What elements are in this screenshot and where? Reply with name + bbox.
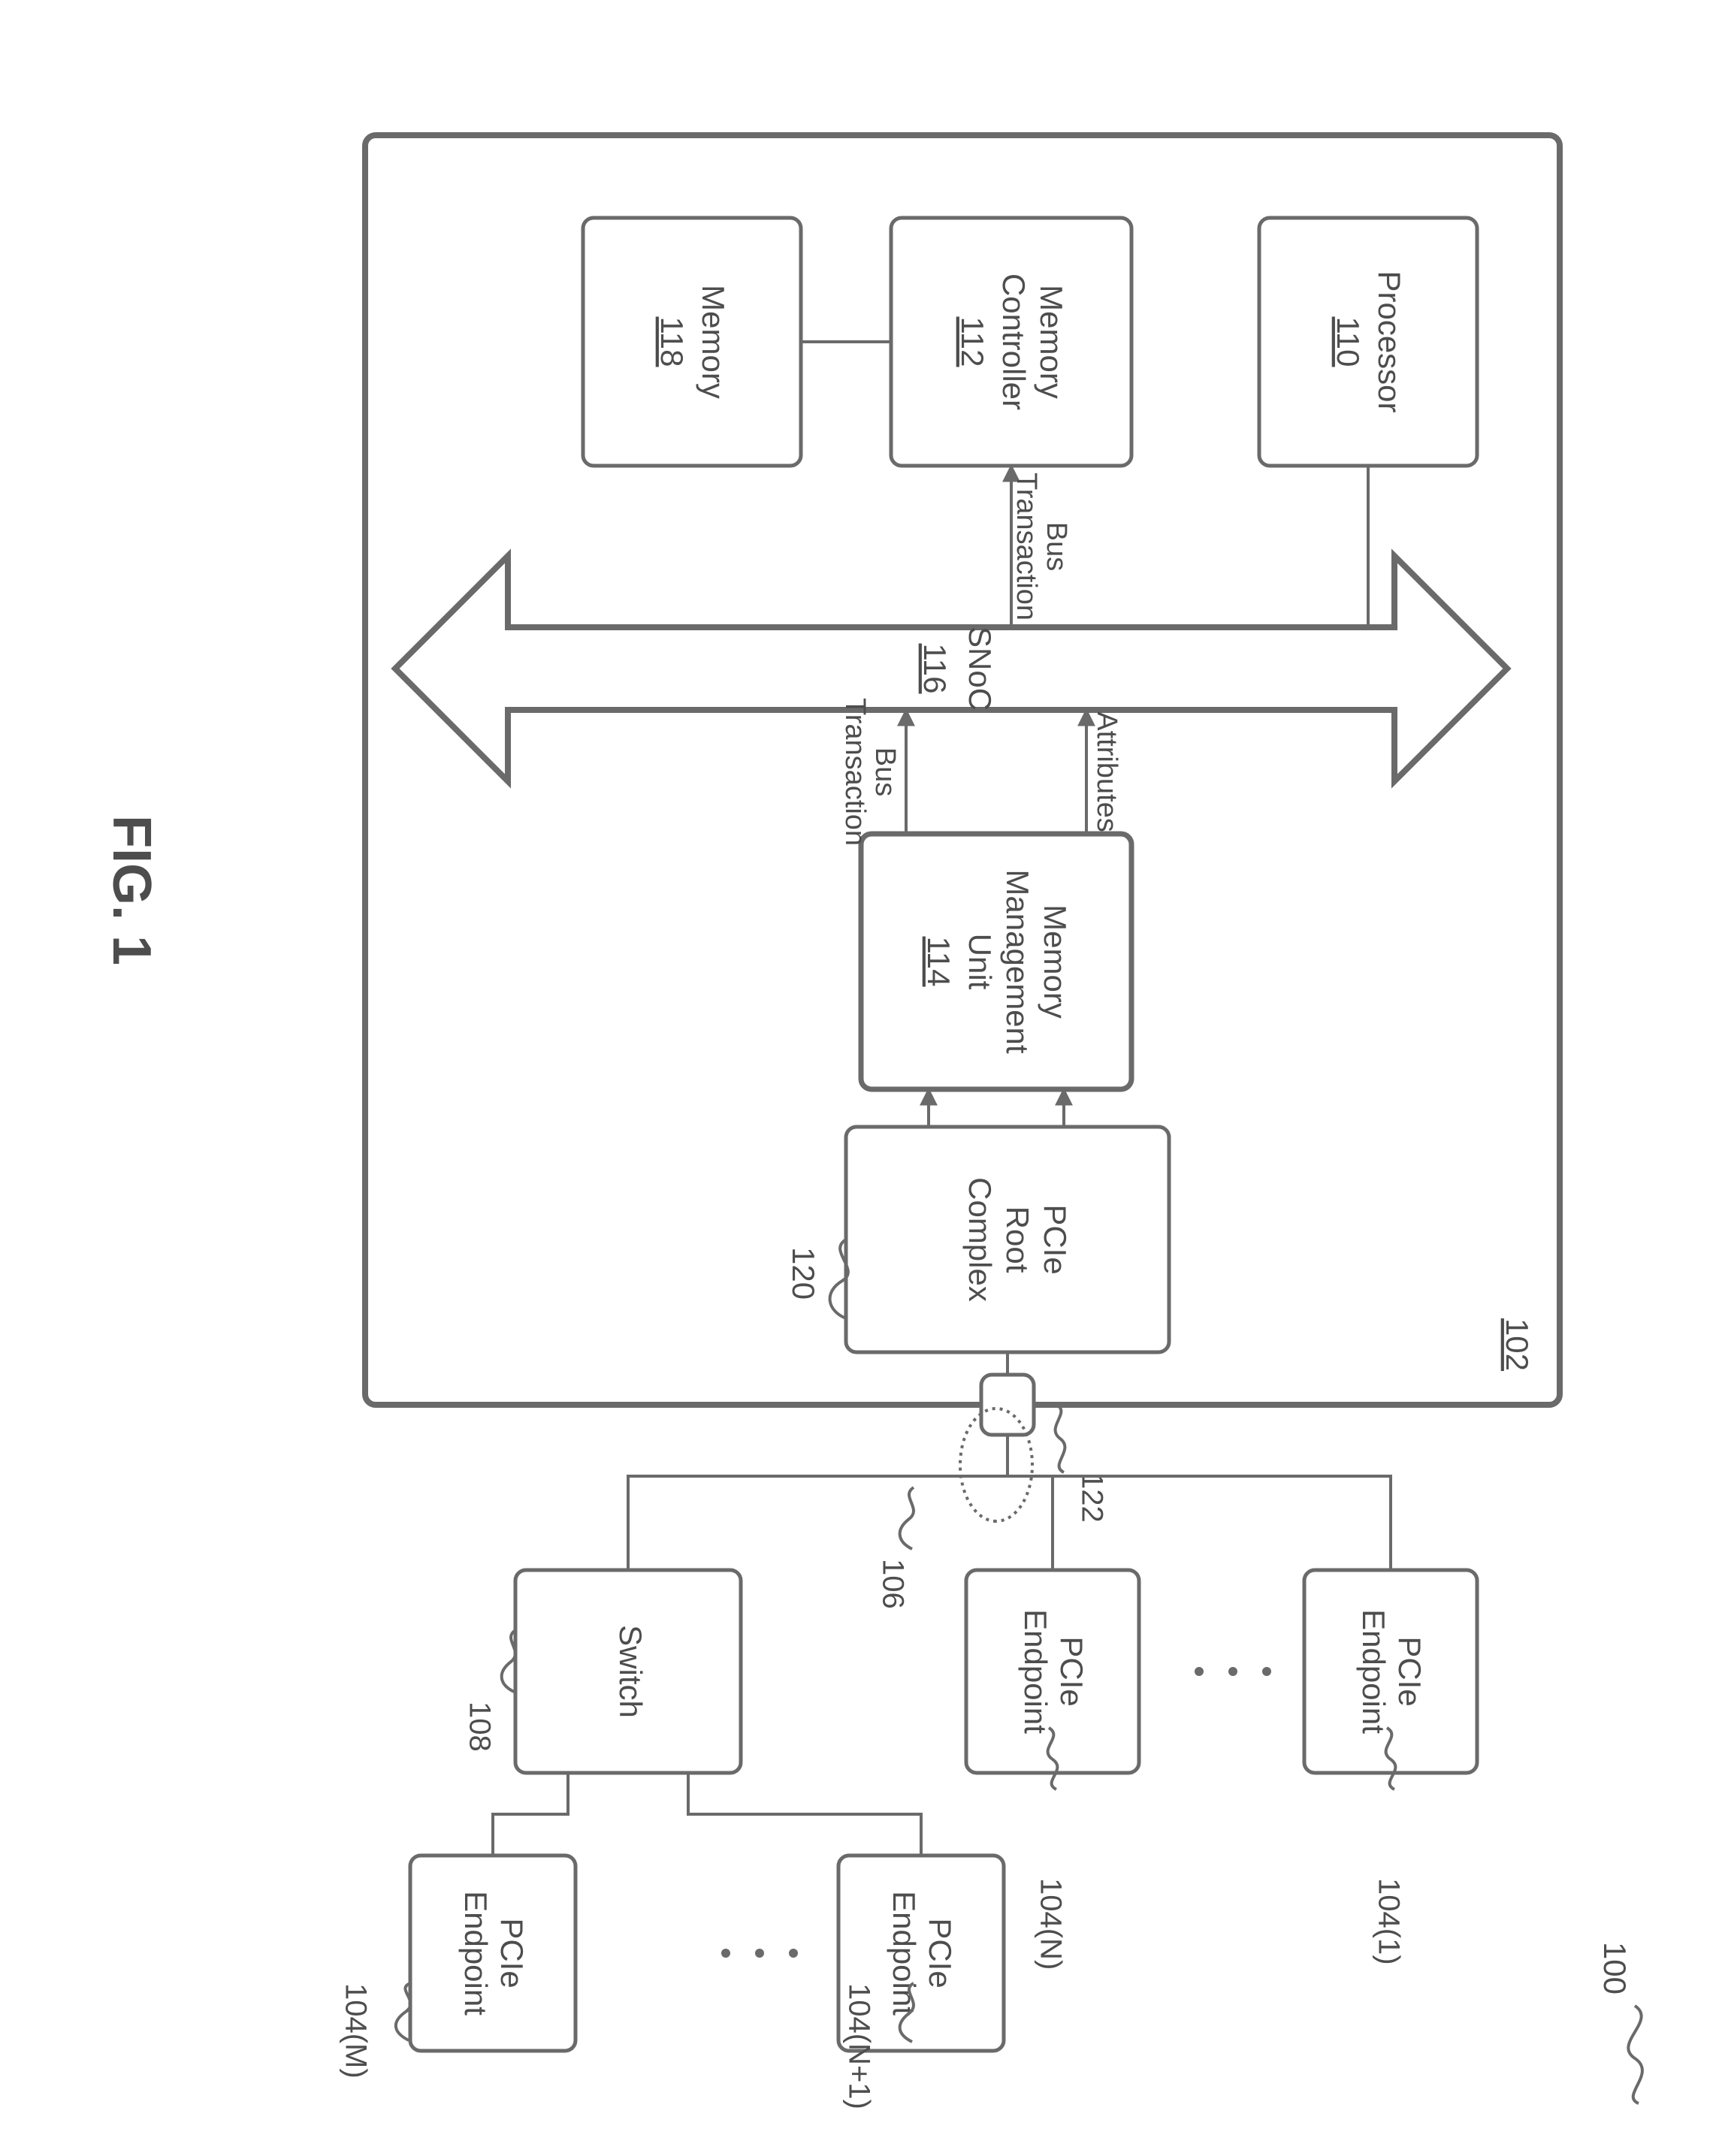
svg-text:Unit: Unit [962, 934, 998, 990]
svg-text:Endpoint: Endpoint [887, 1891, 922, 2016]
svg-text:Memory: Memory [1034, 285, 1069, 399]
svg-text:Controller: Controller [996, 273, 1032, 410]
svg-text:Transaction: Transaction [839, 698, 871, 846]
svg-text:Endpoint: Endpoint [1018, 1609, 1053, 1734]
svg-text:100: 100 [1597, 1942, 1633, 1994]
svg-text:PCIe: PCIe [494, 1918, 530, 1988]
svg-text:114: 114 [921, 937, 956, 987]
svg-text:Processor: Processor [1372, 270, 1407, 412]
svg-text:120: 120 [786, 1247, 821, 1300]
svg-text:Complex: Complex [962, 1177, 998, 1302]
svg-text:104(1): 104(1) [1372, 1878, 1405, 1965]
svg-text:116: 116 [917, 644, 953, 694]
svg-text:PCIe: PCIe [1054, 1636, 1089, 1706]
svg-text:104(N+1): 104(N+1) [842, 1983, 875, 2109]
svg-text:Transaction: Transaction [1011, 473, 1042, 621]
svg-text:Switch: Switch [613, 1625, 648, 1718]
svg-text:104(N): 104(N) [1034, 1878, 1067, 1970]
svg-text:PCIe: PCIe [1038, 1204, 1073, 1274]
svg-text:106: 106 [876, 1559, 909, 1609]
svg-text:Bus: Bus [869, 747, 901, 796]
svg-text:Attributes: Attributes [1091, 711, 1122, 832]
svg-text:Bus: Bus [1041, 522, 1072, 571]
svg-text:104(M): 104(M) [339, 1983, 372, 2079]
svg-text:PCIe: PCIe [1392, 1636, 1427, 1706]
svg-text:110: 110 [1331, 317, 1366, 367]
svg-text:Memory: Memory [696, 285, 731, 399]
svg-text:Endpoint: Endpoint [458, 1891, 494, 2016]
svg-text:102: 102 [1500, 1318, 1535, 1371]
svg-text:SNoC: SNoC [962, 627, 998, 711]
svg-text:118: 118 [654, 317, 690, 367]
svg-text:108: 108 [463, 1702, 496, 1752]
svg-text:122: 122 [1075, 1472, 1108, 1523]
svg-text:Endpoint: Endpoint [1356, 1609, 1391, 1734]
svg-text:FIG. 1: FIG. 1 [101, 815, 162, 965]
svg-text:Root: Root [1000, 1206, 1035, 1273]
svg-text:Management: Management [1000, 869, 1035, 1053]
svg-text:112: 112 [955, 317, 990, 367]
svg-text:Memory: Memory [1038, 904, 1073, 1019]
svg-text:PCIe: PCIe [923, 1918, 958, 1988]
